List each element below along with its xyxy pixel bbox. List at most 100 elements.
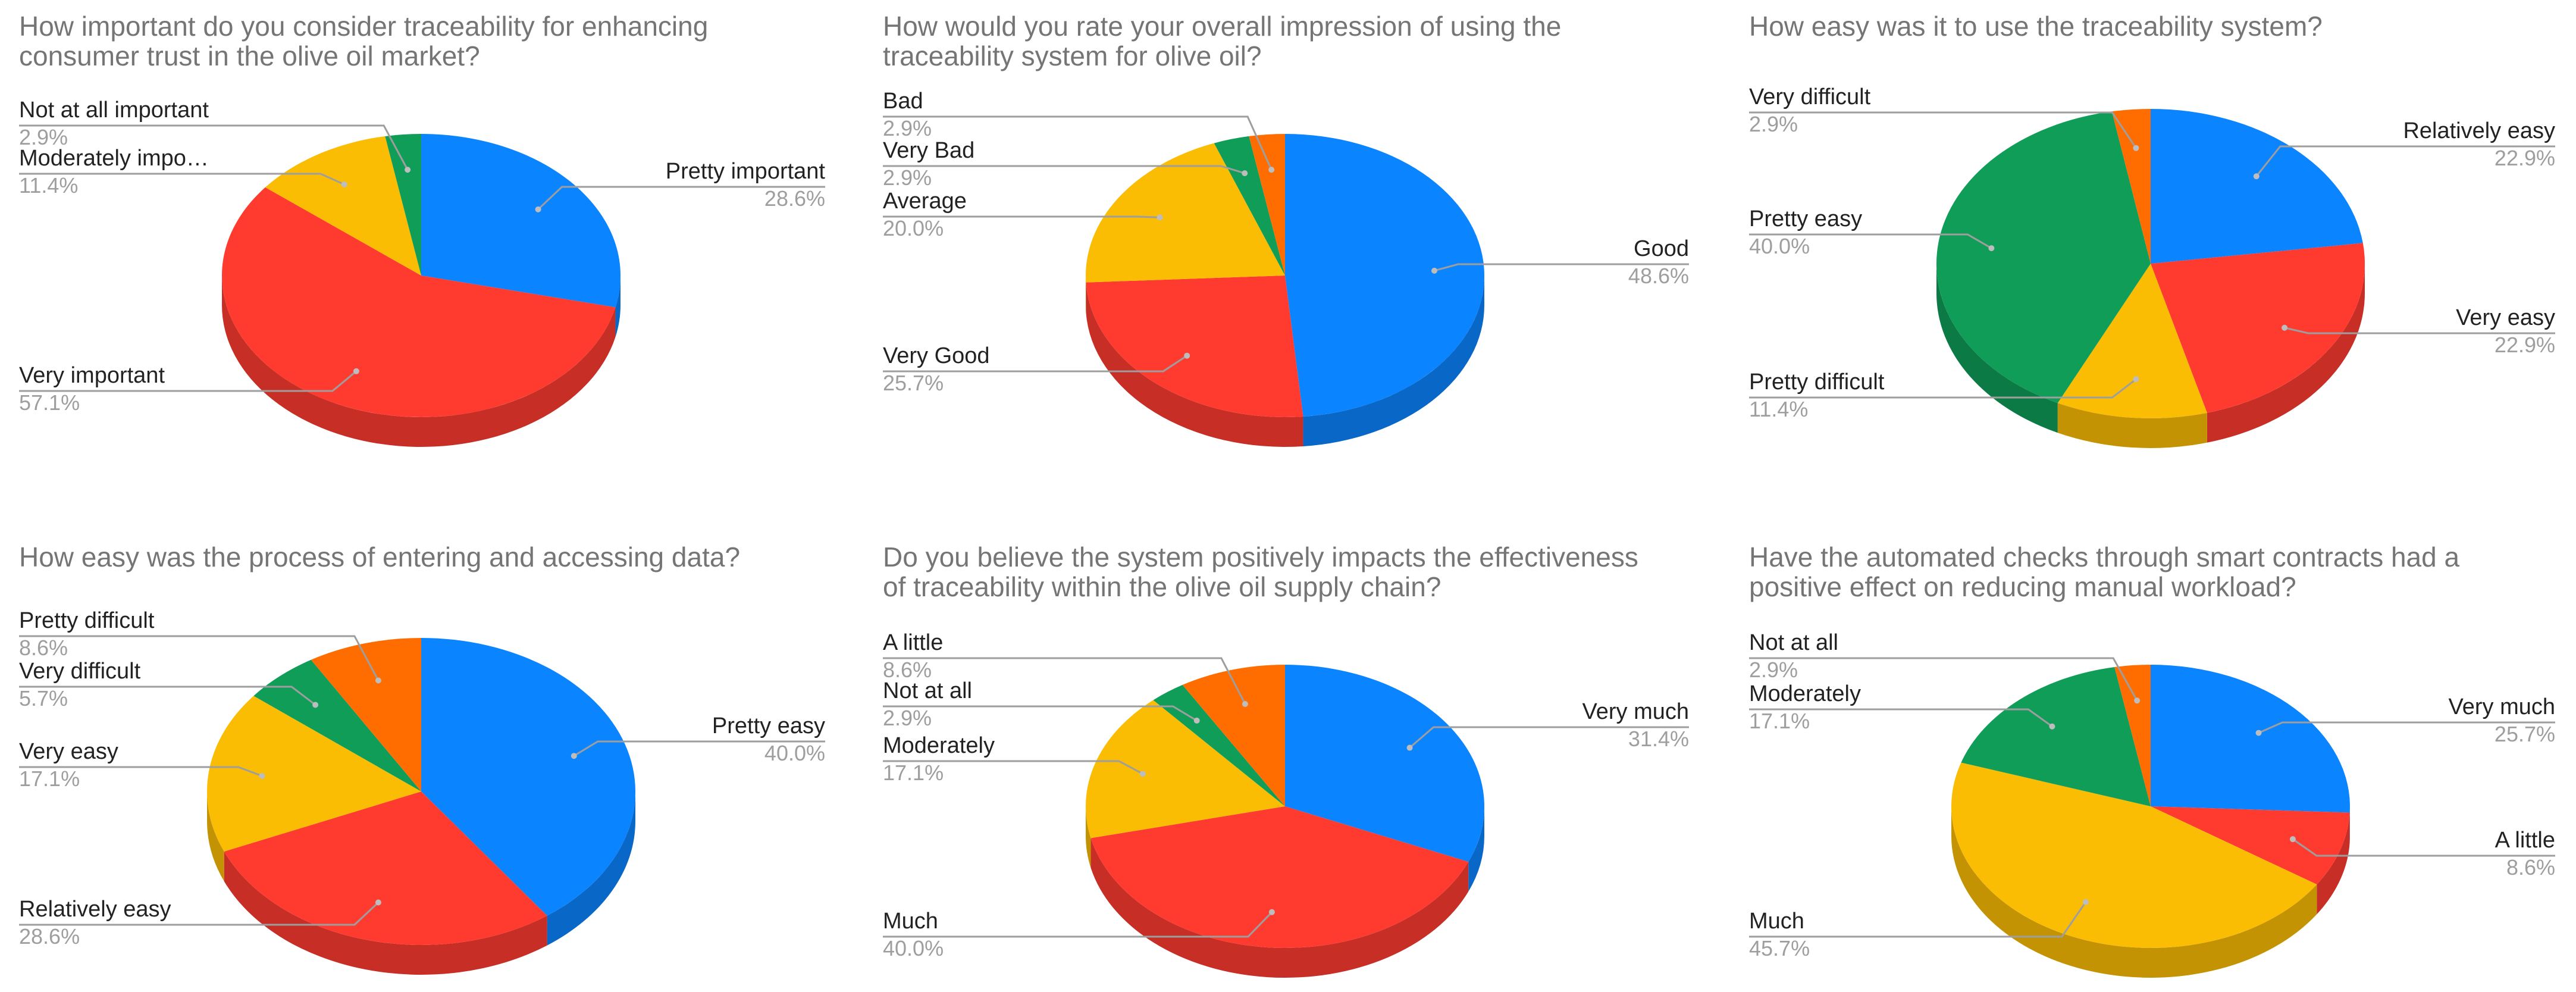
pie-slice-moderately-impo: [265, 136, 421, 276]
chart-title-line: traceability system for olive oil?: [883, 40, 1262, 71]
leader-dot: [2082, 899, 2089, 905]
leader-dot: [1184, 352, 1190, 359]
slice-label: Moderately impo…: [19, 146, 209, 171]
slice-percent: 40.0%: [764, 741, 825, 765]
leader-dot: [341, 181, 347, 187]
chart-title-line: positive effect on reducing manual workl…: [1749, 571, 2296, 602]
leader-dot: [1139, 771, 1146, 777]
slice-label: Good: [1634, 236, 1689, 261]
slice-label: Pretty difficult: [1749, 370, 1885, 395]
slice-percent: 8.6%: [883, 658, 932, 682]
slice-percent: 28.6%: [764, 186, 825, 211]
slice-label: Relatively easy: [19, 897, 171, 922]
pie-slice-very-much: [1285, 665, 1484, 862]
pie-slice-side: [1951, 806, 2317, 978]
slice-percent: 22.9%: [2494, 333, 2555, 357]
leader-dot: [1242, 700, 1248, 707]
slice-percent: 8.6%: [19, 636, 68, 660]
leader-line: [883, 657, 1246, 705]
pie-slice-not-at-all-important: [385, 134, 421, 276]
leader-line: [2255, 145, 2555, 177]
slice-label: Bad: [883, 89, 923, 114]
pie-slice-very-difficult: [2111, 109, 2151, 264]
chart-title-line: Do you believe the system positively imp…: [883, 542, 1638, 572]
pie-slice-pretty-important: [421, 134, 621, 308]
slice-label: Not at all important: [19, 98, 209, 123]
pie-slice-very-good: [1086, 276, 1303, 417]
leader-dot: [2133, 376, 2139, 383]
leader-dot: [2049, 723, 2055, 730]
pie-slice-not-at-all: [2114, 665, 2151, 806]
pie-slice-side: [1468, 806, 1484, 892]
leader-dot: [1242, 170, 1248, 177]
chart-title-line: consumer trust in the olive oil market?: [19, 40, 480, 71]
pie-slice-side: [2317, 812, 2350, 915]
slice-percent: 48.6%: [1628, 264, 1689, 288]
pie-slice-very-much: [2151, 665, 2350, 813]
slice-label: Not at all: [1749, 630, 1838, 655]
pie-slice-very-bad: [1214, 136, 1285, 276]
leader-line: [1409, 726, 1689, 749]
pie-slice-very-difficult: [253, 659, 421, 791]
pie-slice-side: [1086, 806, 1091, 868]
leader-line: [19, 902, 379, 926]
leader-dot: [1268, 167, 1275, 173]
slice-label: A little: [2495, 828, 2555, 853]
leader-line: [1749, 657, 2138, 701]
slice-label: Moderately: [1749, 681, 1861, 706]
pie-chart-6: Have the automated checks through smart …: [1749, 542, 2555, 978]
leader-dot: [1193, 717, 1200, 724]
slice-percent: 2.9%: [1749, 658, 1798, 682]
leader-line: [2292, 838, 2555, 857]
leader-dot: [375, 677, 381, 684]
pie-slice-side: [1086, 282, 1303, 448]
leader-line: [883, 115, 1273, 170]
slice-label: Very difficult: [1749, 85, 1871, 109]
slice-label: Not at all: [883, 678, 972, 703]
pie-slice-average: [1085, 143, 1285, 283]
chart-title-line: Have the automated checks through smart …: [1749, 542, 2460, 572]
pie-slice-relatively-easy: [224, 791, 547, 946]
pie-slice-side: [224, 851, 547, 975]
slice-percent: 17.1%: [883, 761, 944, 785]
leader-dot: [2134, 697, 2141, 704]
pie-slice-very-easy: [207, 696, 421, 852]
pie-chart-5: Do you believe the system positively imp…: [883, 542, 1689, 978]
slice-label: Moderately: [883, 733, 995, 758]
leader-dot: [2255, 730, 2262, 736]
leader-dot: [1406, 744, 1413, 751]
slice-percent: 22.9%: [2494, 146, 2555, 170]
leader-dot: [1431, 267, 1437, 274]
leader-line: [1749, 111, 2137, 149]
slice-label: Very difficult: [19, 659, 141, 684]
pie-chart-3: How easy was it to use the traceability …: [1749, 11, 2555, 448]
leader-dot: [535, 206, 541, 212]
pie-slice-side: [2207, 264, 2365, 443]
pie-slice-side: [1090, 838, 1469, 978]
leader-line: [19, 370, 357, 392]
leader-dot: [353, 368, 359, 374]
pie-slice-pretty-difficult: [2057, 264, 2207, 418]
slice-percent: 45.7%: [1749, 936, 1810, 960]
pie-slice-moderately: [1961, 666, 2151, 806]
slice-label: Very easy: [19, 739, 118, 764]
leader-dot: [1268, 909, 1275, 915]
leader-line: [1749, 901, 2087, 938]
slice-percent: 40.0%: [1749, 234, 1810, 258]
slice-percent: 11.4%: [19, 173, 78, 198]
leader-line: [1749, 378, 2137, 399]
pie-chart-2: How would you rate your overall impressi…: [883, 11, 1689, 448]
leader-dot: [571, 753, 577, 759]
slice-percent: 8.6%: [2506, 855, 2555, 880]
slice-percent: 25.7%: [2494, 722, 2555, 746]
leader-line: [19, 124, 409, 170]
leader-line: [19, 686, 316, 706]
pie-chart-4: How easy was the process of entering and…: [19, 542, 825, 975]
leader-dot: [1988, 245, 1995, 252]
leader-line: [1434, 263, 1689, 272]
slice-label: Much: [883, 909, 938, 934]
leader-line: [1749, 233, 1992, 249]
leader-line: [2258, 721, 2555, 734]
chart-title-line: of traceability within the olive oil sup…: [883, 571, 1441, 602]
pie-slice-pretty-difficult: [311, 638, 421, 791]
